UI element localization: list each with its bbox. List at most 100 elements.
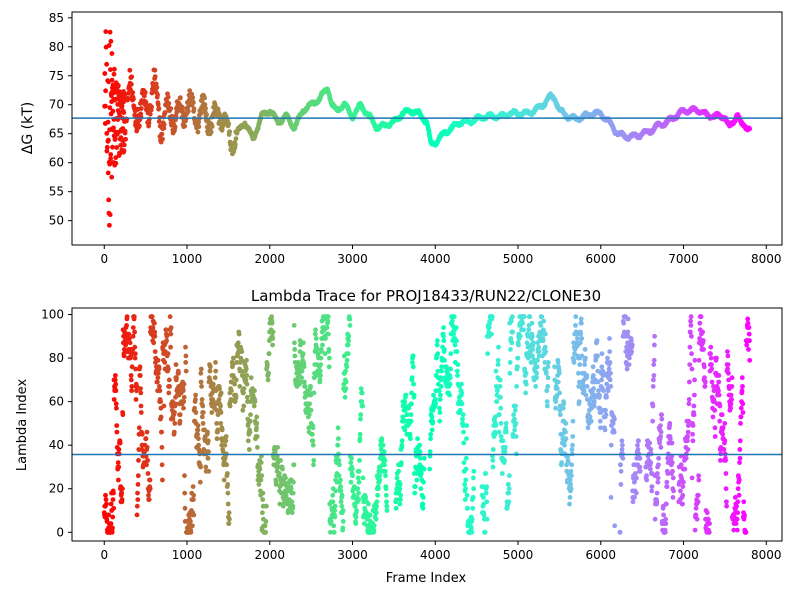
lambda-point <box>399 438 405 444</box>
lambda-point <box>554 386 560 391</box>
lambda-point <box>138 390 144 396</box>
lambda-point <box>604 394 609 400</box>
lambda-point <box>702 379 708 385</box>
lambda-point <box>352 503 358 509</box>
lambda-point <box>503 445 508 450</box>
lambda-point <box>688 314 694 320</box>
lambda-point <box>258 460 264 465</box>
delta-g-x-tick-label: 8000 <box>751 252 782 266</box>
lambda-point <box>128 377 134 383</box>
lambda-point <box>421 479 426 485</box>
lambda-point <box>629 349 634 354</box>
lambda-point <box>702 384 708 389</box>
lambda-point <box>722 438 728 444</box>
lambda-point <box>198 464 204 470</box>
lambda-point <box>151 340 157 346</box>
lambda-point <box>723 486 729 492</box>
lambda-point <box>281 501 287 507</box>
lambda-point <box>495 362 501 367</box>
lambda-point <box>498 394 503 400</box>
lambda-point <box>469 529 475 535</box>
lambda-point <box>438 392 443 398</box>
lambda-point <box>634 475 639 481</box>
lambda-point <box>591 403 597 409</box>
lambda-point <box>136 458 141 463</box>
lambda-point <box>695 499 701 505</box>
lambda-point <box>509 340 515 346</box>
lambda-point <box>264 503 269 509</box>
lambda-point <box>560 405 566 411</box>
lambda-point <box>747 338 752 344</box>
lambda-point <box>418 486 424 492</box>
lambda-point <box>260 497 266 502</box>
lambda-point <box>427 449 433 455</box>
lambda-point <box>723 458 728 463</box>
lambda-point <box>686 397 692 402</box>
lambda-point <box>257 466 263 472</box>
lambda-point <box>729 397 734 402</box>
lambda-point <box>545 403 550 409</box>
lambda-point <box>459 401 465 407</box>
lambda-point <box>120 412 126 418</box>
lambda-point <box>697 320 703 326</box>
lambda-point <box>658 434 663 439</box>
delta-g-y-axis-label: ΔG (kT) <box>20 102 36 154</box>
lambda-point <box>200 410 206 415</box>
lambda-point <box>398 497 403 502</box>
lambda-point <box>612 523 618 529</box>
lambda-point <box>483 471 488 476</box>
lambda-point <box>734 527 740 533</box>
delta-g-point <box>107 222 112 228</box>
lambda-point <box>523 370 529 376</box>
delta-g-y-tick-label: 50 <box>49 214 64 228</box>
lambda-point <box>513 407 518 413</box>
lambda-point <box>218 403 223 409</box>
lambda-point <box>269 314 274 320</box>
lambda-point <box>603 407 608 413</box>
lambda-point <box>652 342 657 348</box>
lambda-point <box>158 399 164 404</box>
lambda-point <box>134 384 140 389</box>
lambda-point <box>726 377 731 383</box>
lambda-point <box>635 447 641 452</box>
lambda-point <box>632 495 637 500</box>
lambda-point <box>108 521 114 526</box>
lambda-point <box>457 407 463 413</box>
lambda-point <box>120 486 125 492</box>
delta-g-point <box>168 106 174 111</box>
lambda-point <box>541 318 547 324</box>
lambda-point <box>429 427 435 433</box>
lambda-point <box>291 462 297 468</box>
lambda-point <box>449 318 455 324</box>
lambda-point <box>603 412 609 418</box>
lambda-point <box>248 375 254 381</box>
lambda-point <box>583 392 589 398</box>
lambda-point <box>655 471 660 476</box>
lambda-point <box>290 490 296 496</box>
delta-g-point <box>185 108 191 114</box>
lambda-point <box>116 447 122 452</box>
lambda-point <box>109 529 115 535</box>
lambda-point <box>462 497 468 502</box>
lambda-point <box>332 503 338 509</box>
lambda-point <box>126 331 132 337</box>
lambda-point <box>338 488 344 494</box>
lambda-point <box>735 486 741 492</box>
lambda-point <box>104 501 109 507</box>
lambda-point <box>538 323 544 328</box>
delta-g-x-tick-label: 3000 <box>337 252 368 266</box>
lambda-point <box>745 320 751 326</box>
lambda-point <box>716 388 721 394</box>
lambda-point <box>701 347 706 352</box>
lambda-point <box>237 384 243 389</box>
lambda-point <box>441 333 446 339</box>
lambda-point <box>260 490 266 496</box>
lambda-point <box>579 353 585 359</box>
lambda-point <box>262 523 268 529</box>
lambda-point <box>319 349 324 354</box>
lambda-point <box>339 503 345 509</box>
lambda-point <box>374 510 379 516</box>
lambda-point <box>166 390 172 396</box>
lambda-point <box>618 482 624 487</box>
lambda-point <box>206 449 211 455</box>
